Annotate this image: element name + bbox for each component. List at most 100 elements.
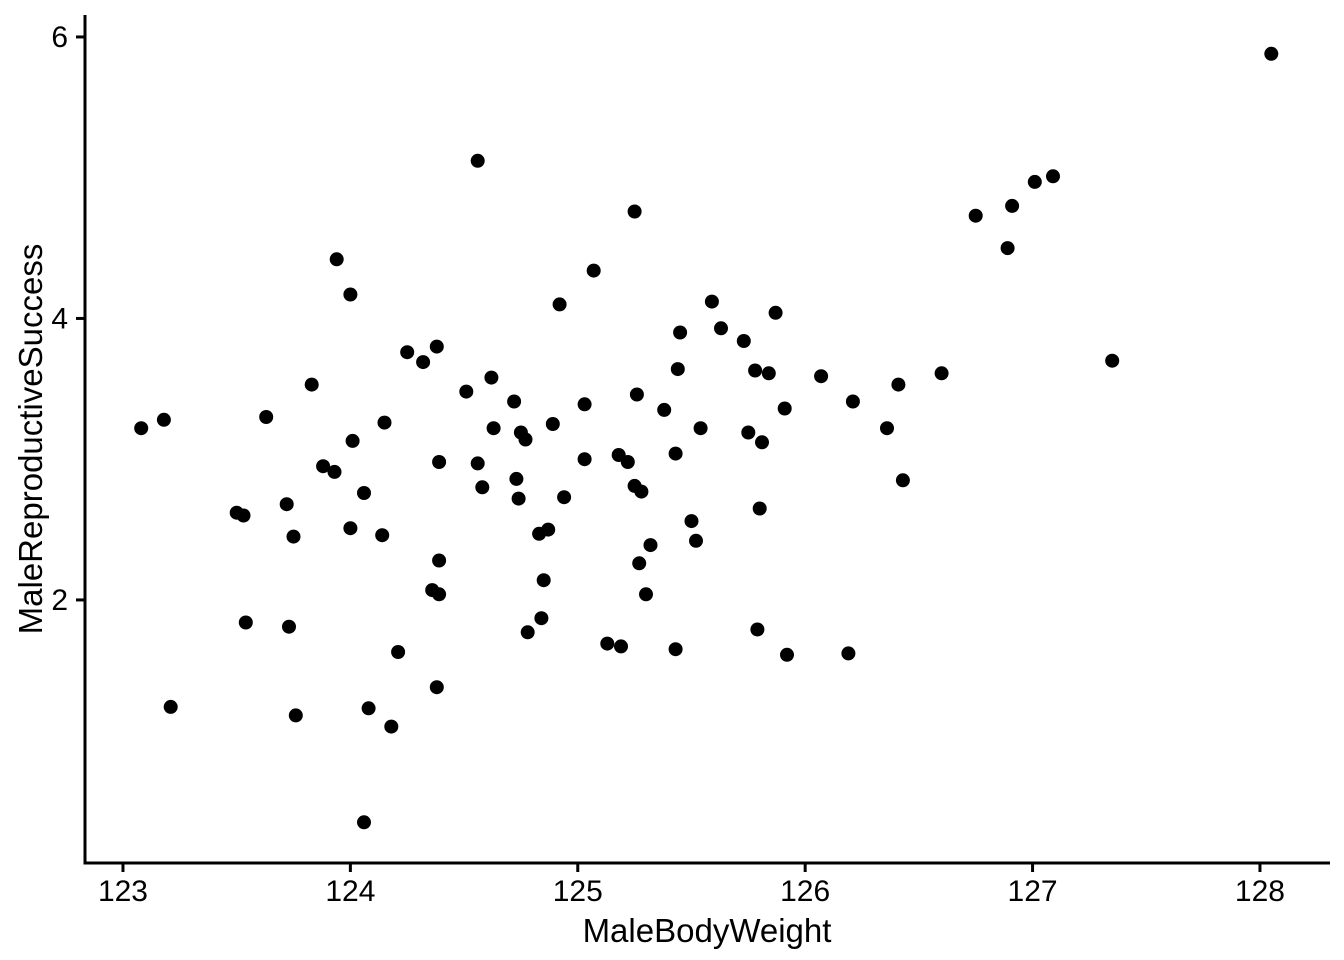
data-point [736, 334, 751, 348]
data-point [552, 297, 567, 312]
data-point [668, 642, 683, 657]
data-point [841, 646, 856, 661]
data-point [668, 446, 683, 461]
data-point [518, 432, 533, 447]
data-point [377, 415, 392, 430]
data-point [509, 471, 524, 486]
y-tick-label: 4 [51, 302, 68, 335]
data-point [470, 456, 485, 471]
data-point [1046, 169, 1060, 184]
data-point [259, 410, 274, 424]
data-point [432, 455, 447, 469]
data-point [750, 622, 765, 637]
data-point [1005, 198, 1020, 213]
data-point [520, 625, 535, 640]
data-point [361, 701, 376, 716]
x-tick-label: 126 [780, 875, 830, 908]
data-point [627, 204, 642, 219]
x-tick-label: 125 [553, 875, 603, 908]
y-tick-label: 6 [51, 21, 68, 54]
data-point [968, 208, 983, 223]
data-point [534, 611, 549, 626]
data-point [620, 455, 635, 469]
data-point [780, 647, 794, 662]
x-tick-label: 123 [98, 875, 148, 908]
data-point [288, 708, 303, 723]
data-point [632, 556, 647, 571]
data-point [163, 699, 178, 714]
data-point [484, 370, 499, 385]
data-point [400, 345, 415, 360]
data-point [304, 377, 319, 392]
data-point [741, 425, 756, 440]
data-point [768, 305, 783, 320]
x-tick-label: 124 [325, 875, 375, 908]
data-point [475, 480, 490, 495]
data-point [507, 394, 522, 409]
data-point [391, 645, 406, 659]
data-point [577, 397, 592, 412]
data-point [777, 401, 792, 416]
data-point [748, 363, 763, 378]
data-point [1264, 46, 1279, 61]
data-point [814, 369, 829, 384]
data-point [541, 522, 556, 537]
data-point [629, 387, 644, 402]
data-point [345, 433, 360, 448]
data-point [704, 294, 719, 309]
data-point [470, 153, 485, 168]
data-point [329, 252, 344, 267]
y-axis-title: MaleReproductiveSuccess [12, 243, 49, 635]
data-point [934, 366, 949, 381]
data-point [236, 508, 251, 523]
data-point [343, 287, 358, 302]
data-point [643, 538, 658, 553]
data-point [1027, 174, 1042, 189]
data-point [357, 486, 371, 500]
data-point [316, 459, 331, 474]
data-point [891, 377, 906, 392]
data-point [639, 587, 653, 602]
data-point [673, 325, 688, 340]
data-point [134, 421, 149, 436]
data-point [432, 587, 447, 602]
data-point [689, 533, 703, 548]
x-axis-title: MaleBodyWeight [582, 912, 832, 949]
data-point [536, 573, 551, 588]
data-point [895, 473, 910, 488]
data-point [600, 636, 615, 651]
data-point [416, 355, 431, 370]
data-point [634, 484, 649, 499]
data-point [238, 615, 253, 630]
data-point [845, 394, 860, 409]
data-point [286, 529, 301, 544]
data-point [614, 639, 628, 654]
data-point [432, 553, 447, 568]
data-point [1105, 353, 1120, 368]
data-point [693, 421, 708, 436]
data-point [557, 490, 572, 505]
x-tick-label: 128 [1235, 875, 1285, 908]
x-tick-label: 127 [1008, 875, 1058, 908]
data-point [486, 421, 501, 436]
data-point [429, 680, 444, 695]
data-point [1000, 241, 1015, 256]
data-point [282, 619, 296, 634]
data-point [429, 339, 444, 354]
data-point [684, 514, 699, 529]
data-point [511, 491, 526, 506]
data-point [375, 528, 390, 543]
data-point [343, 521, 358, 536]
data-point [384, 719, 399, 734]
data-point [279, 497, 294, 512]
data-point [714, 321, 728, 336]
data-point [545, 417, 560, 431]
data-point [752, 501, 767, 516]
data-point [459, 384, 474, 399]
data-point [577, 452, 592, 467]
data-point [586, 263, 601, 278]
data-point [670, 362, 685, 377]
data-point [755, 435, 769, 450]
